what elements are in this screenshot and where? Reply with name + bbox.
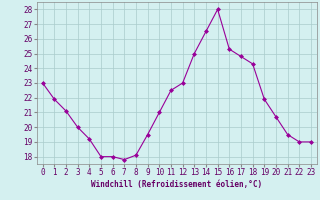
X-axis label: Windchill (Refroidissement éolien,°C): Windchill (Refroidissement éolien,°C) bbox=[91, 180, 262, 189]
